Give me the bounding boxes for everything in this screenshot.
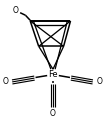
Text: O: O [96,77,102,86]
Text: O: O [3,77,9,86]
Text: Fe: Fe [48,70,58,79]
Text: O: O [50,109,56,118]
Text: O: O [12,6,18,15]
